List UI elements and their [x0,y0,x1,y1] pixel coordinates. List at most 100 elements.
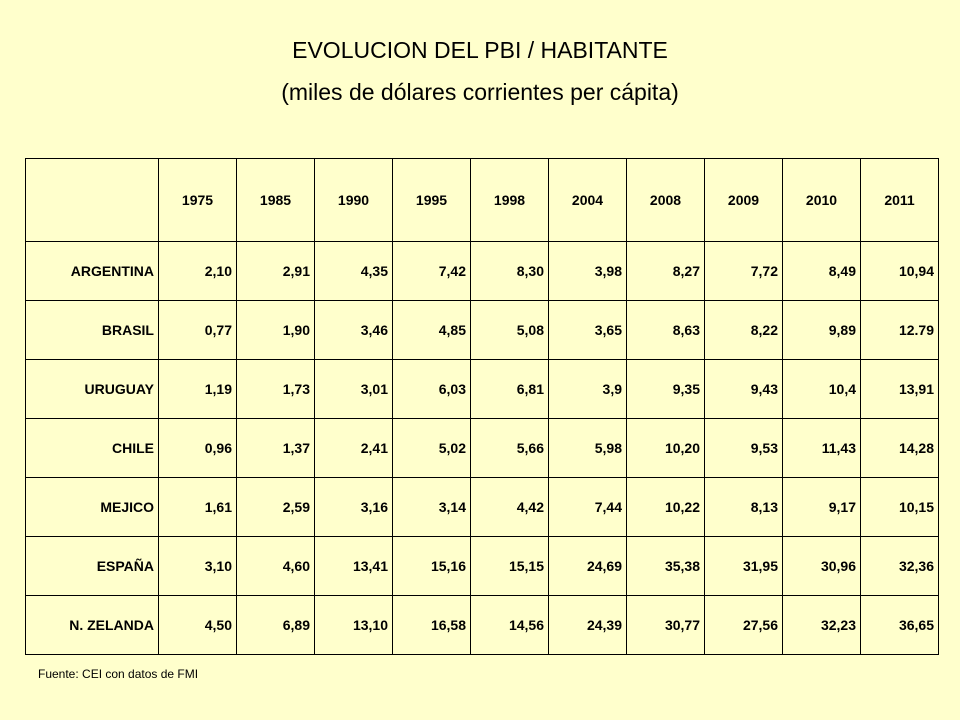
value-cell: 32,23 [782,595,861,655]
year-header: 1975 [158,158,237,242]
value-cell: 9,43 [704,359,783,419]
value-cell: 8,13 [704,477,783,537]
country-cell: ESPAÑA [25,536,159,596]
value-cell: 9,35 [626,359,705,419]
table-header-row: 1975 1985 1990 1995 1998 2004 2008 2009 2010 2011 [25,158,939,242]
value-cell: 10,4 [782,359,861,419]
value-cell: 4,85 [392,300,471,360]
country-cell: MEJICO [25,477,159,537]
value-cell: 36,65 [860,595,939,655]
value-cell: 3,98 [548,241,627,301]
page-title: EVOLUCION DEL PBI / HABITANTE [292,37,668,63]
value-cell: 3,10 [158,536,237,596]
year-header: 1998 [470,158,549,242]
value-cell: 10,94 [860,241,939,301]
value-cell: 4,42 [470,477,549,537]
value-cell: 30,77 [626,595,705,655]
value-cell: 31,95 [704,536,783,596]
value-cell: 35,38 [626,536,705,596]
page-subtitle: (miles de dólares corrientes per cápita) [281,79,679,105]
value-cell: 8,49 [782,241,861,301]
value-cell: 3,01 [314,359,393,419]
value-cell: 1,73 [236,359,315,419]
table-row: MEJICO 1,61 2,59 3,16 3,14 4,42 7,44 10,22 8,13 9… [25,477,939,537]
table-row: CHILE 0,96 1,37 2,41 5,02 5,66 5,98 10,20 9,53 11… [25,418,939,478]
value-cell: 8,30 [470,241,549,301]
value-cell: 8,22 [704,300,783,360]
value-cell: 3,65 [548,300,627,360]
value-cell: 10,15 [860,477,939,537]
value-cell: 3,16 [314,477,393,537]
value-cell: 12.79 [860,300,939,360]
year-header: 1995 [392,158,471,242]
value-cell: 13,41 [314,536,393,596]
table-row: URUGUAY 1,19 1,73 3,01 6,03 6,81 3,9 9,35 9,43 10… [25,359,939,419]
table-row: N. ZELANDA 4,50 6,89 13,10 16,58 14,56 24,39 30… [25,595,939,655]
value-cell: 13,10 [314,595,393,655]
year-header: 1985 [236,158,315,242]
value-cell: 3,14 [392,477,471,537]
value-cell: 24,69 [548,536,627,596]
value-cell: 6,81 [470,359,549,419]
value-cell: 6,03 [392,359,471,419]
value-cell: 14,56 [470,595,549,655]
value-cell: 10,22 [626,477,705,537]
year-header: 2008 [626,158,705,242]
country-cell: CHILE [25,418,159,478]
value-cell: 27,56 [704,595,783,655]
value-cell: 24,39 [548,595,627,655]
value-cell: 10,20 [626,418,705,478]
value-cell: 6,89 [236,595,315,655]
value-cell: 9,53 [704,418,783,478]
value-cell: 5,66 [470,418,549,478]
country-cell: N. ZELANDA [25,595,159,655]
year-header: 2009 [704,158,783,242]
value-cell: 15,16 [392,536,471,596]
country-cell: BRASIL [25,300,159,360]
value-cell: 5,02 [392,418,471,478]
value-cell: 0,96 [158,418,237,478]
value-cell: 16,58 [392,595,471,655]
year-header: 1990 [314,158,393,242]
country-cell: ARGENTINA [25,241,159,301]
table-body: ARGENTINA 2,10 2,91 4,35 7,42 8,30 3,98 8,27 7,7… [25,241,939,655]
country-cell: URUGUAY [25,359,159,419]
table-row: ESPAÑA 3,10 4,60 13,41 15,16 15,15 24,69 35,38 3… [25,536,939,596]
value-cell: 8,63 [626,300,705,360]
value-cell: 7,42 [392,241,471,301]
value-cell: 0,77 [158,300,237,360]
value-cell: 30,96 [782,536,861,596]
year-header: 2010 [782,158,861,242]
year-header: 2004 [548,158,627,242]
value-cell: 1,61 [158,477,237,537]
table-row: BRASIL 0,77 1,90 3,46 4,85 5,08 3,65 8,63 8,22 9,… [25,300,939,360]
source-note: Fuente: CEI con datos de FMI [38,667,199,681]
value-cell: 11,43 [782,418,861,478]
gdp-table: 1975 1985 1990 1995 1998 2004 2008 2009 2010 2011… [25,158,939,655]
value-cell: 4,60 [236,536,315,596]
value-cell: 2,59 [236,477,315,537]
value-cell: 1,90 [236,300,315,360]
value-cell: 2,41 [314,418,393,478]
value-cell: 3,9 [548,359,627,419]
value-cell: 7,72 [704,241,783,301]
value-cell: 4,35 [314,241,393,301]
table-row: ARGENTINA 2,10 2,91 4,35 7,42 8,30 3,98 8,27 7,7… [25,241,939,301]
value-cell: 32,36 [860,536,939,596]
value-cell: 9,17 [782,477,861,537]
value-cell: 8,27 [626,241,705,301]
value-cell: 5,08 [470,300,549,360]
value-cell: 1,37 [236,418,315,478]
value-cell: 13,91 [860,359,939,419]
value-cell: 15,15 [470,536,549,596]
value-cell: 14,28 [860,418,939,478]
value-cell: 2,91 [236,241,315,301]
value-cell: 2,10 [158,241,237,301]
value-cell: 5,98 [548,418,627,478]
value-cell: 7,44 [548,477,627,537]
value-cell: 1,19 [158,359,237,419]
value-cell: 4,50 [158,595,237,655]
table-corner-cell [25,158,159,242]
year-header: 2011 [860,158,939,242]
value-cell: 3,46 [314,300,393,360]
